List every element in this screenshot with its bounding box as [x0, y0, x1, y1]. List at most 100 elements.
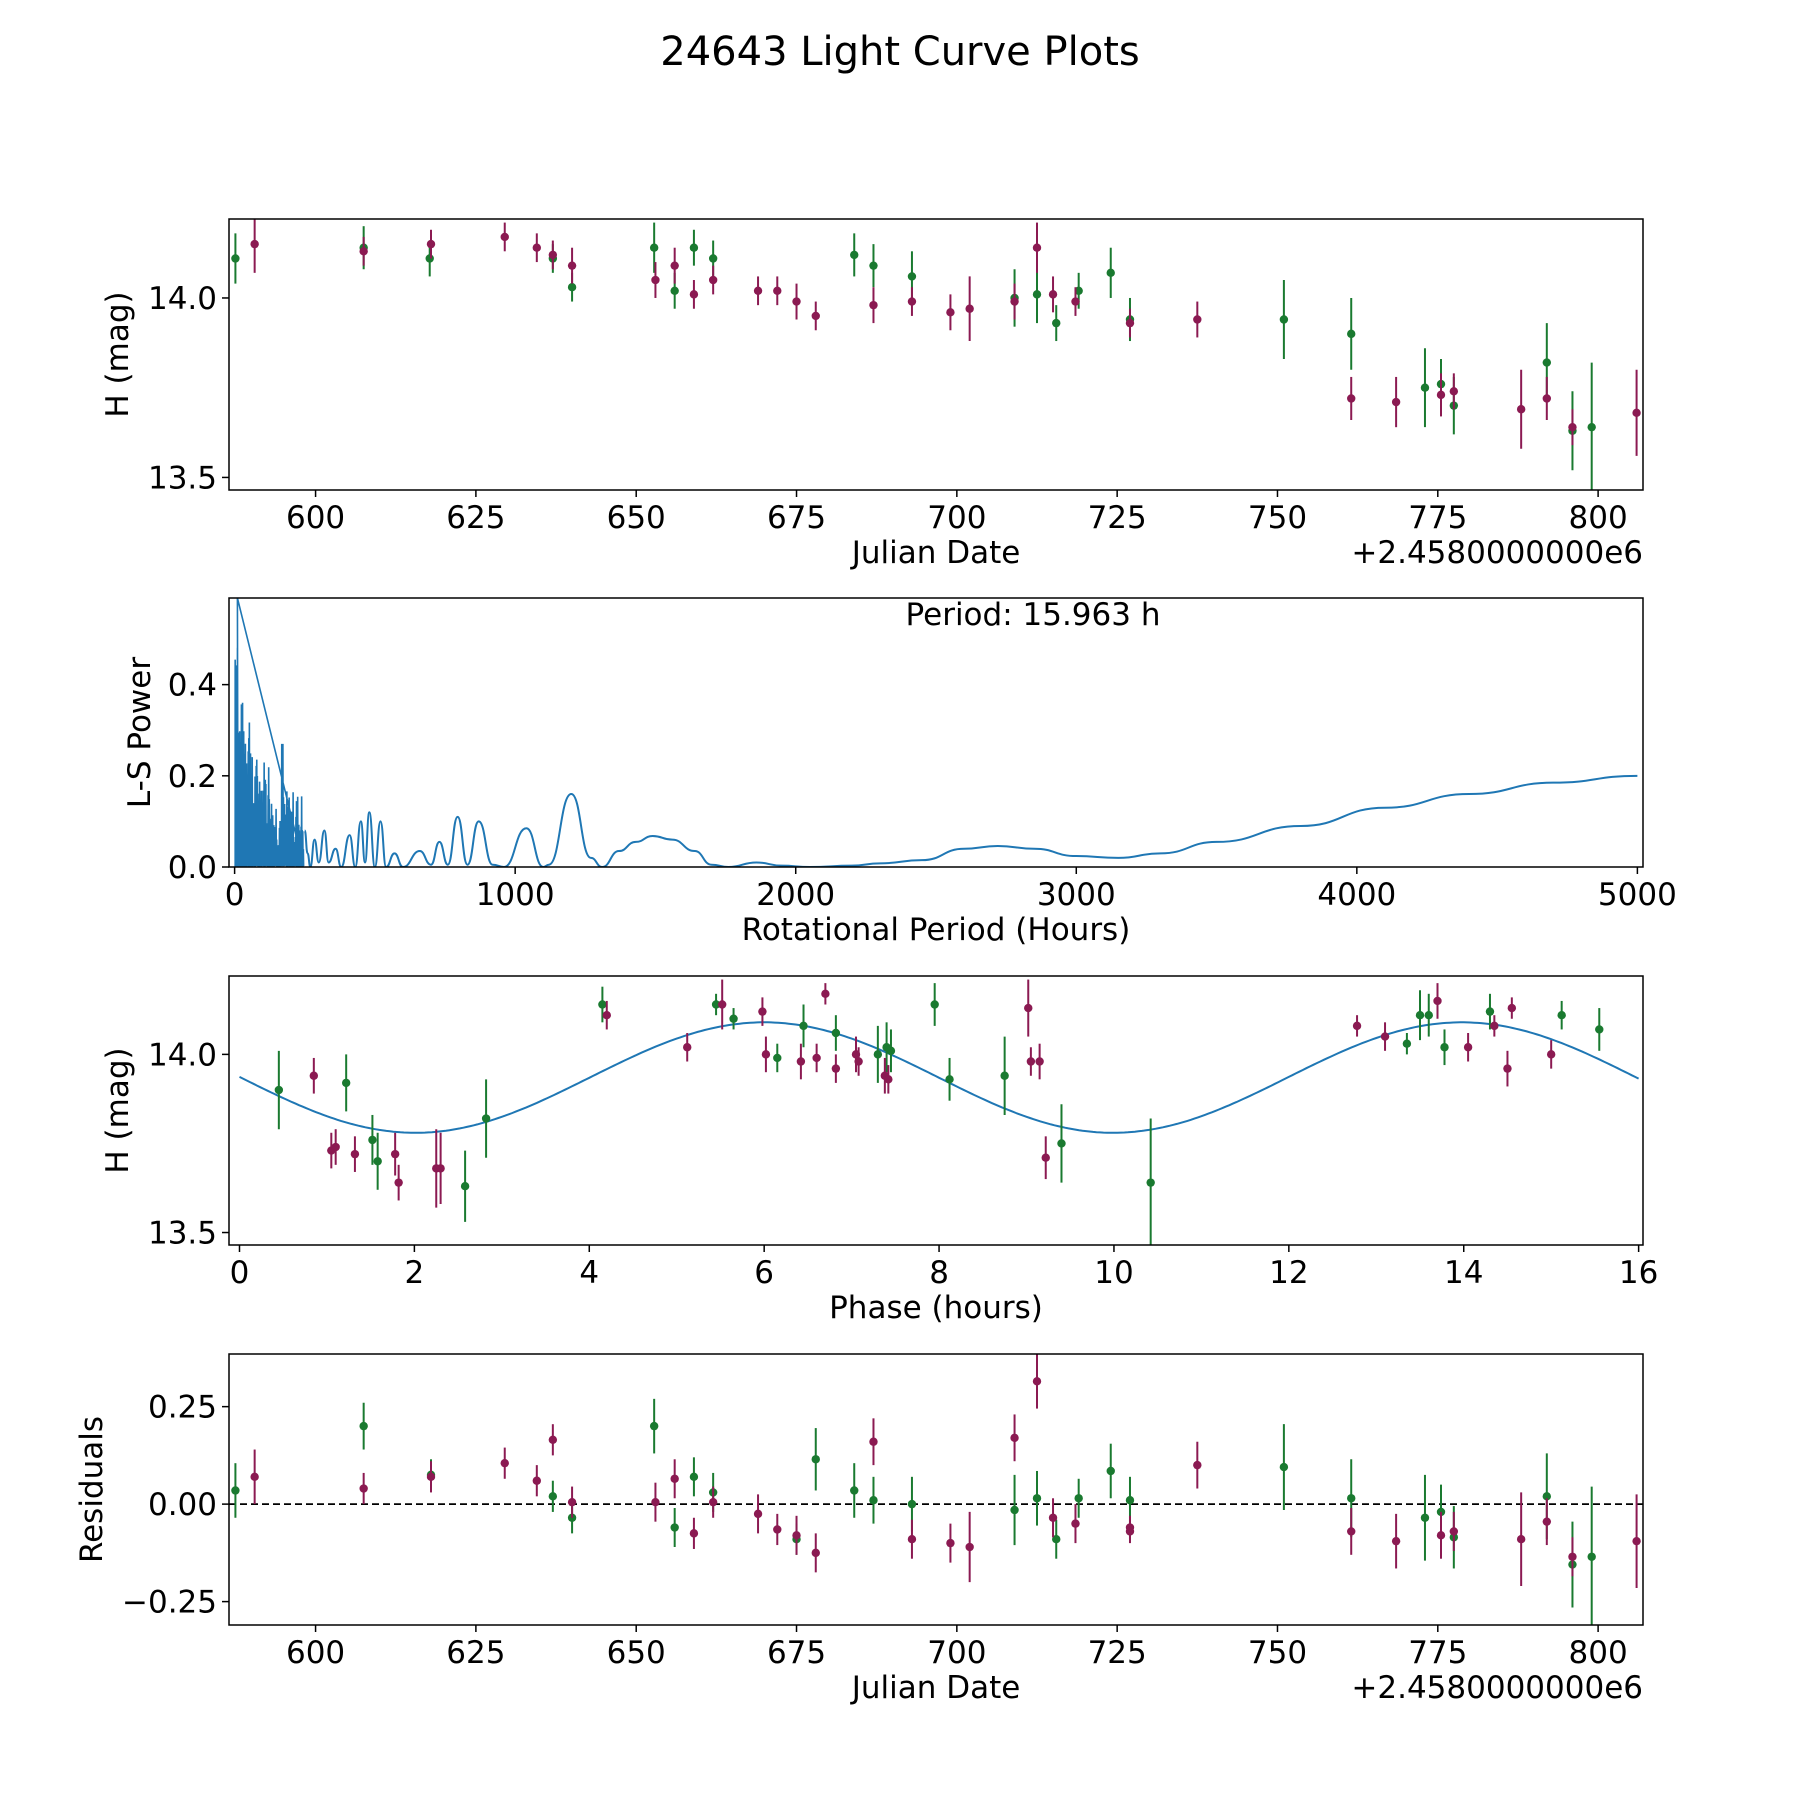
x-tick-label: 16: [1619, 1255, 1658, 1291]
x-tick-label: 4000: [1317, 877, 1396, 913]
periodogram-panel: 0 1000 2000 3000 4000 5000 0.0 0.2 0.4 Rotational…: [122, 597, 1677, 948]
magenta-point: [1352, 1021, 1362, 1031]
magenta-point: [708, 1497, 718, 1507]
magenta-point: [907, 1535, 917, 1544]
green-point: [373, 1157, 382, 1166]
x-axis-label: Julian Date: [850, 535, 1021, 571]
magenta-point: [869, 1437, 878, 1446]
magenta-point: [1568, 1552, 1577, 1561]
green-point: [850, 250, 859, 260]
green-point: [649, 243, 659, 252]
green-point: [1125, 1496, 1135, 1505]
x-tick-label: 0: [230, 1255, 250, 1291]
x-axis-label: Rotational Period (Hours): [742, 912, 1131, 948]
magenta-point: [1490, 1021, 1499, 1031]
magenta-point: [436, 1164, 445, 1173]
magenta-point: [1010, 297, 1019, 306]
magenta-point: [532, 1476, 542, 1485]
green-point: [930, 1000, 939, 1009]
figure-title: 24643 Light Curve Plots: [660, 29, 1139, 75]
magenta-point: [1449, 387, 1459, 396]
green-point: [1074, 286, 1083, 295]
green-point: [1420, 1513, 1430, 1522]
magenta-point: [394, 1178, 403, 1187]
green-point: [1557, 1010, 1566, 1020]
green-point: [368, 1135, 377, 1145]
x-tick-label: 700: [927, 500, 986, 536]
magenta-point: [884, 1075, 893, 1084]
green-point: [1415, 1010, 1425, 1020]
y-tick-label: 0.00: [148, 1487, 217, 1523]
x-tick-label: 600: [286, 500, 345, 536]
x-tick-label: 725: [1088, 1635, 1147, 1671]
magenta-point: [1347, 394, 1356, 403]
axes-frame: [228, 1353, 1644, 1626]
green-point: [1106, 1466, 1115, 1476]
magenta-point: [426, 239, 436, 249]
magenta-point: [758, 1007, 767, 1016]
magenta-point: [426, 1472, 436, 1482]
model-curve: [239, 1021, 1640, 1134]
magenta-point: [1436, 1531, 1446, 1540]
magenta-point: [812, 1053, 821, 1063]
magenta-point: [792, 1531, 801, 1540]
magenta-point: [651, 275, 660, 285]
magenta-point: [761, 1050, 771, 1059]
green-point: [886, 1046, 896, 1056]
magenta-point: [567, 261, 577, 270]
magenta-point: [359, 247, 368, 256]
magenta-point: [1024, 1003, 1033, 1013]
magenta-point: [1048, 1513, 1058, 1522]
green-point: [907, 1499, 917, 1509]
magenta-point: [331, 1142, 340, 1152]
magenta-point: [753, 286, 763, 295]
green-point: [1106, 268, 1115, 278]
magenta-point: [1568, 422, 1577, 432]
magenta-point: [689, 290, 699, 299]
magenta-point: [753, 1509, 763, 1519]
magenta-point: [683, 1043, 692, 1052]
magenta-point: [1048, 290, 1058, 299]
magenta-point: [708, 275, 718, 285]
magenta-point: [548, 1435, 558, 1444]
green-point: [359, 1421, 368, 1431]
green-point: [945, 1075, 954, 1084]
lightcurve-data: [231, 219, 1641, 490]
green-point: [425, 254, 434, 263]
green-point: [811, 1455, 820, 1464]
magenta-point: [792, 297, 801, 306]
magenta-point: [811, 311, 820, 321]
magenta-point: [965, 1542, 974, 1552]
green-point: [1052, 1535, 1061, 1544]
green-point: [481, 1114, 491, 1123]
y-tick-label: 0.4: [168, 668, 217, 704]
x-tick-label: 2: [405, 1255, 425, 1291]
green-point: [1420, 383, 1430, 392]
magenta-point: [250, 239, 259, 249]
axes-frame: [228, 597, 1644, 868]
green-point: [341, 1078, 351, 1088]
residuals-panel: 600 625 650 675 700 725 750 775 800 −0.25 0.00 0.25…: [74, 1353, 1644, 1706]
magenta-point: [500, 232, 509, 242]
magenta-point: [567, 1497, 577, 1507]
magenta-point: [1032, 1377, 1042, 1386]
phased-panel: 0 2 4 6 8 10 12 14 16 13.5 14.0 Phase (hours) H (mag…: [100, 975, 1658, 1326]
magenta-point: [689, 1529, 699, 1538]
y-tick-label: 0.2: [168, 759, 217, 795]
x-offset-label: +2.4580000000e6: [1351, 1670, 1643, 1706]
green-point: [773, 1053, 782, 1063]
green-point: [1347, 1494, 1356, 1503]
magenta-point: [1035, 1057, 1044, 1066]
green-point: [799, 1021, 808, 1031]
green-point: [649, 1421, 659, 1431]
magenta-point: [350, 1149, 360, 1159]
magenta-point: [500, 1458, 509, 1468]
magenta-point: [773, 1525, 782, 1534]
period-annotation: Period: 15.963 h: [906, 597, 1161, 633]
x-tick-label: 1000: [476, 877, 555, 913]
magenta-point: [1632, 1536, 1641, 1546]
green-point: [869, 261, 878, 270]
magenta-point: [1071, 1519, 1080, 1528]
magenta-point: [811, 1548, 820, 1558]
